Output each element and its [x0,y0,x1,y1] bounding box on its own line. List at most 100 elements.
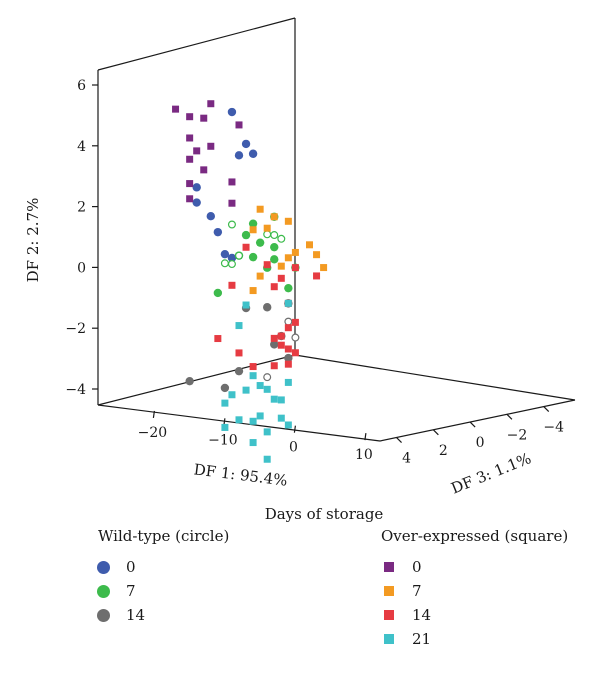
df3-tick-label: 0 [476,435,485,451]
df1-axis-label: DF 1: 95.4% [193,460,289,489]
data-point-square [263,385,271,393]
data-point-circle [206,212,215,221]
axis-line [97,354,296,406]
axis-line [97,17,296,71]
legend-entry: 14 [97,603,145,627]
df2-tick-label: 0 [77,260,86,276]
circle-marker-icon [97,608,110,622]
data-point-square [256,382,264,390]
data-point-circle [248,219,258,228]
data-point-square [270,213,278,221]
data-point-square [228,199,236,207]
data-point-square [186,134,194,142]
square-marker-icon [384,586,394,596]
data-point-square [263,261,271,269]
data-point-square [270,362,278,370]
data-point-circle [227,253,237,263]
data-point-square [228,281,236,289]
data-point-square [284,421,292,429]
data-point-square [277,341,285,349]
df1-axis-ticks: −20 −10 0 10 [138,410,373,463]
legend-entry: 7 [97,579,145,603]
data-point-open-circle [284,317,293,326]
data-point-square [207,100,215,108]
axis-line [379,399,576,442]
data-point-square [249,439,257,447]
df2-axis-ticks: −4 −2 0 2 4 6 [65,78,98,398]
data-point-square [277,262,285,270]
data-point-square [270,334,278,342]
data-point-open-circle [263,230,272,239]
data-point-square [284,217,292,225]
data-point-circle [284,353,293,363]
data-point-square [186,155,194,163]
data-point-circle [248,149,258,158]
df3-tick-label: −2 [507,427,528,443]
square-marker-icon [384,610,394,620]
data-point-square [249,417,257,425]
data-point-circle [192,198,201,207]
df1-tick [364,433,367,441]
legend-entry-label: 14 [126,606,146,624]
data-point-square [214,335,222,343]
data-point-circle [227,107,237,117]
data-point-circle [192,183,201,192]
data-point-square [221,399,229,407]
data-point-square [291,349,299,357]
data-point-square [249,363,257,371]
data-point-open-circle [235,251,244,260]
data-point-square [284,360,292,368]
data-point-square [235,349,243,357]
df3-tick [543,406,550,412]
data-point-square [200,166,208,174]
data-point-circle [270,242,279,252]
data-points [172,100,328,463]
data-point-open-circle [227,260,236,269]
df1-tick-label: −10 [208,432,238,448]
legend-entry: 14 [383,603,431,627]
legend-entry-label: 7 [412,582,422,600]
df2-axis-label: DF 2: 2.7% [24,198,42,283]
data-point-square [263,428,271,436]
data-point-circle [270,255,279,264]
legend-group-title-wild-type: Wild-type (circle) [98,527,230,545]
df3-tick [432,429,439,436]
data-point-square [277,274,285,282]
data-point-square [291,318,299,326]
legend-wild-type: 0 7 14 [97,555,145,627]
data-point-circle [241,139,251,149]
data-point-square [249,372,257,380]
circle-marker-icon [97,584,110,598]
df2-tick-label: −4 [65,382,86,398]
data-point-square [313,272,321,280]
data-point-circle [234,151,244,160]
data-point-square [242,386,250,394]
data-point-square [256,272,264,280]
data-point-circle [241,230,251,240]
legend-entry: 21 [383,627,431,651]
df2-tick-label: −2 [65,321,86,337]
data-point-square [200,114,208,122]
data-point-square [277,414,285,422]
df3-axis-label: DF 3: 1.1% [448,449,533,497]
df3-tick [469,421,476,428]
df1-tick-label: 0 [289,440,298,456]
data-point-square [263,224,271,232]
data-point-circle [270,340,279,349]
data-point-square [221,423,229,431]
data-point-square [256,412,264,420]
data-point-square [284,299,292,307]
data-point-circle [220,383,230,393]
data-point-square [270,395,278,403]
data-point-square [284,254,292,262]
data-point-circle [255,238,265,247]
data-point-circle [284,283,293,293]
square-marker-icon [384,562,394,572]
data-point-square [242,243,250,251]
legend-entry-label: 0 [412,558,422,576]
data-point-square [270,283,278,291]
df3-axis-ticks: 4 2 0 −2 −4 [396,406,564,467]
legend-group-title-over-expressed: Over-expressed (square) [381,527,569,545]
data-point-square [186,113,194,121]
